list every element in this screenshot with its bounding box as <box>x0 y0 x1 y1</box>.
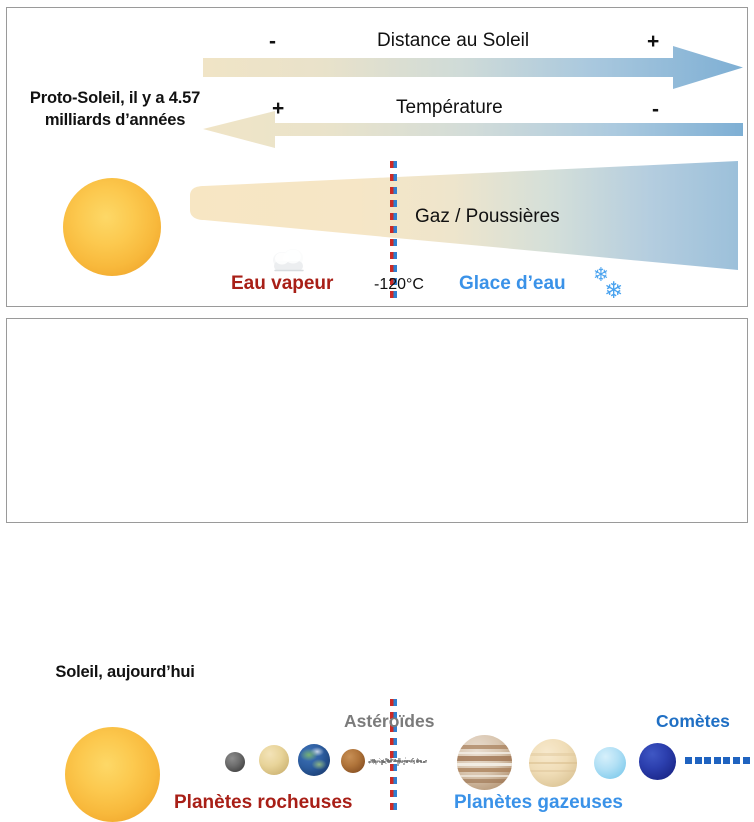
jupiter-band <box>457 762 512 767</box>
asteroid-belt <box>367 754 429 767</box>
asteroid-speck <box>370 761 372 763</box>
asteroid-speck <box>394 758 396 760</box>
planet-mars <box>341 749 365 773</box>
distance-sign-right: + <box>647 30 660 53</box>
comets-label: Comètes <box>656 711 730 731</box>
divider-dash <box>390 174 397 181</box>
comet-dots <box>685 757 750 766</box>
water-vapour-label: Eau vapeur <box>231 273 334 294</box>
divider-dash <box>390 265 397 272</box>
snowflake-icon: ❄ <box>593 265 609 286</box>
asteroids-label: Astéroïdes <box>344 711 435 731</box>
divider-dash <box>390 803 397 810</box>
asteroid-speck <box>396 760 399 763</box>
planet-venus <box>259 745 289 775</box>
divider-dash <box>390 790 397 797</box>
comet-dash <box>742 757 750 764</box>
comet-dash <box>694 757 702 764</box>
asteroid-speck <box>386 760 389 762</box>
gas-dust-label: Gaz / Poussières <box>415 206 560 227</box>
snowflake-icon: ❄ <box>604 277 624 303</box>
saturn-band <box>529 761 577 765</box>
asteroid-speck <box>424 761 427 764</box>
divider-dash <box>390 187 397 194</box>
sun-today-disc <box>65 727 160 822</box>
jupiter-band <box>457 745 512 750</box>
asteroid-speck <box>407 759 408 761</box>
gas-dust-wedge <box>182 158 738 273</box>
asteroid-speck <box>398 762 400 765</box>
jupiter-band <box>457 779 512 783</box>
cloud-icon <box>269 248 309 274</box>
planet-saturn <box>529 739 577 787</box>
asteroid-speck <box>368 763 370 765</box>
temperature-sign-left: + <box>272 97 285 120</box>
temperature-arrow <box>203 110 743 150</box>
saturn-band <box>529 769 577 773</box>
planet-earth <box>298 744 330 776</box>
divider-dash <box>390 278 397 285</box>
divider-dash <box>390 239 397 246</box>
planet-jupiter <box>457 735 512 790</box>
divider-dash <box>390 252 397 259</box>
asteroid-speck <box>372 763 374 765</box>
planet-mercury <box>225 752 245 772</box>
comet-dash <box>723 757 731 764</box>
snow-line-temperature-label: -120°C <box>374 276 424 293</box>
comet-dash <box>713 757 721 764</box>
proto-sun-disc <box>63 178 161 276</box>
bottom-panel-today: Soleil, aujourd’hui Astéroïdes Comètes P… <box>6 318 750 822</box>
rocky-planets-label: Planètes rocheuses <box>174 792 353 813</box>
distance-arrow-label: Distance au Soleil <box>377 30 530 51</box>
divider-dash <box>390 738 397 745</box>
asteroid-speck <box>404 757 407 760</box>
divider-dash <box>390 161 397 168</box>
divider-dash <box>390 699 397 706</box>
divider-dash <box>390 777 397 784</box>
saturn-band <box>529 753 577 756</box>
planet-neptune <box>639 743 676 780</box>
snow-line-divider-top <box>390 161 397 299</box>
asteroid-speck <box>381 762 384 766</box>
comet-dash <box>685 757 692 764</box>
divider-dash <box>390 291 397 298</box>
distance-arrow <box>203 46 743 92</box>
asteroid-speck <box>386 762 388 765</box>
top-panel-protosun: Distance au Soleil - + Température + - P… <box>6 7 748 307</box>
divider-dash <box>390 200 397 207</box>
comet-dash <box>733 757 740 764</box>
sun-today-label: Soleil, aujourd’hui <box>55 663 195 681</box>
divider-dash <box>390 226 397 233</box>
gas-planets-label: Planètes gazeuses <box>454 792 623 813</box>
divider-dash <box>390 213 397 220</box>
comet-dash <box>704 757 712 764</box>
proto-sun-label: Proto-Soleil, il y a 4.57 milliards d’an… <box>29 89 201 129</box>
asteroid-speck <box>381 760 384 762</box>
planet-uranus <box>594 747 626 779</box>
asteroid-speck <box>402 762 405 765</box>
distance-sign-left: - <box>269 30 276 53</box>
jupiter-band <box>457 774 512 778</box>
asteroid-speck <box>393 760 395 762</box>
jupiter-band <box>457 768 512 773</box>
temperature-sign-right: - <box>652 98 659 121</box>
asteroid-speck <box>419 760 421 762</box>
asteroid-speck <box>384 762 386 764</box>
jupiter-band <box>457 751 512 755</box>
temperature-arrow-label: Température <box>396 97 503 118</box>
jupiter-band <box>457 755 512 761</box>
water-ice-label: Glace d’eau <box>459 273 566 294</box>
